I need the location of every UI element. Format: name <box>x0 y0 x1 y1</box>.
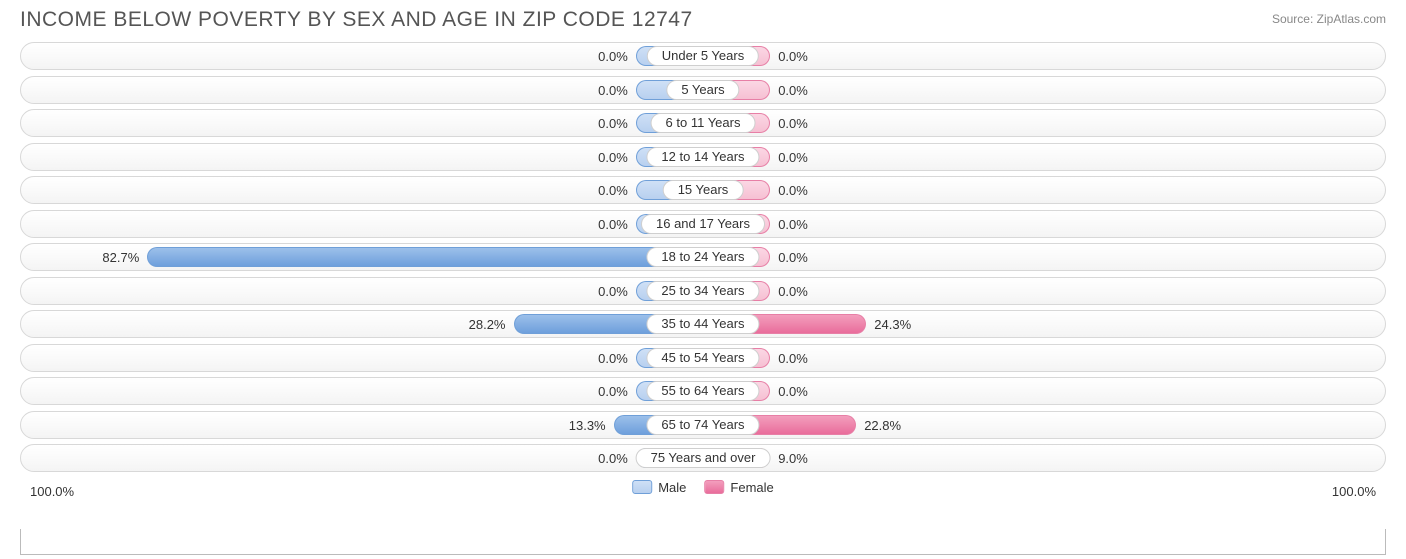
bar-male <box>147 247 703 267</box>
chart-row: 0.0% 0.0%16 and 17 Years <box>20 210 1386 238</box>
value-female: 22.8% <box>856 412 901 440</box>
age-label: 6 to 11 Years <box>651 113 756 133</box>
value-male: 13.3% <box>569 412 614 440</box>
age-label: 16 and 17 Years <box>641 214 765 234</box>
value-male: 0.0% <box>598 110 636 138</box>
value-female: 0.0% <box>770 244 808 272</box>
age-label: 55 to 64 Years <box>646 381 759 401</box>
value-female: 0.0% <box>770 278 808 306</box>
value-female: 0.0% <box>770 110 808 138</box>
value-male: 0.0% <box>598 144 636 172</box>
value-female: 0.0% <box>770 211 808 239</box>
value-female: 24.3% <box>866 311 911 339</box>
value-male: 0.0% <box>598 77 636 105</box>
value-female: 0.0% <box>770 144 808 172</box>
age-label: 5 Years <box>666 80 739 100</box>
age-label: 65 to 74 Years <box>646 415 759 435</box>
chart-row: 0.0% 0.0% 25 to 34 Years <box>20 277 1386 305</box>
value-male: 0.0% <box>598 177 636 205</box>
axis-label-right: 100.0% <box>1332 484 1376 499</box>
chart-row: 28.2% 24.3% 35 to 44 Years <box>20 310 1386 338</box>
value-male: 0.0% <box>598 278 636 306</box>
legend-swatch-female <box>704 480 724 494</box>
chart-area: 0.0%0.0%Under 5 Years0.0%0.0%5 Years0.0%… <box>0 36 1406 472</box>
chart-row: 0.0% 0.0% 45 to 54 Years <box>20 344 1386 372</box>
age-label: 18 to 24 Years <box>646 247 759 267</box>
chart-frame-bottom <box>20 529 1386 555</box>
chart-row: 0.0% 0.0% 12 to 14 Years <box>20 143 1386 171</box>
age-label: 15 Years <box>663 180 744 200</box>
value-male: 0.0% <box>598 345 636 373</box>
value-female: 0.0% <box>770 378 808 406</box>
value-male: 28.2% <box>469 311 514 339</box>
age-label: 75 Years and over <box>636 448 771 468</box>
chart-title: INCOME BELOW POVERTY BY SEX AND AGE IN Z… <box>20 8 693 32</box>
legend: Male Female <box>632 480 774 495</box>
age-label: 35 to 44 Years <box>646 314 759 334</box>
value-male: 0.0% <box>598 445 636 473</box>
chart-row: 0.0% 0.0% Under 5 Years <box>20 42 1386 70</box>
value-male: 82.7% <box>102 244 147 272</box>
legend-item-female: Female <box>704 480 773 495</box>
value-female: 9.0% <box>770 445 808 473</box>
value-female: 0.0% <box>770 43 808 71</box>
chart-row: 82.7% 0.0% 18 to 24 Years <box>20 243 1386 271</box>
chart-row: 0.0% 0.0% 55 to 64 Years <box>20 377 1386 405</box>
chart-header: INCOME BELOW POVERTY BY SEX AND AGE IN Z… <box>0 0 1406 36</box>
legend-label-male: Male <box>658 480 686 495</box>
legend-swatch-male <box>632 480 652 494</box>
axis-label-left: 100.0% <box>30 484 74 499</box>
value-male: 0.0% <box>598 43 636 71</box>
age-label: 12 to 14 Years <box>646 147 759 167</box>
chart-row: 13.3% 22.8% 65 to 74 Years <box>20 411 1386 439</box>
legend-label-female: Female <box>730 480 773 495</box>
value-male: 0.0% <box>598 211 636 239</box>
chart-source: Source: ZipAtlas.com <box>1272 12 1386 26</box>
value-female: 0.0% <box>770 177 808 205</box>
chart-row: 0.0% 9.0%75 Years and over <box>20 444 1386 472</box>
age-label: 25 to 34 Years <box>646 281 759 301</box>
value-female: 0.0% <box>770 345 808 373</box>
age-label: 45 to 54 Years <box>646 348 759 368</box>
chart-footer: 100.0% Male Female 100.0% <box>0 478 1406 518</box>
value-female: 0.0% <box>770 77 808 105</box>
value-male: 0.0% <box>598 378 636 406</box>
chart-row: 0.0% 0.0% 5 Years <box>20 76 1386 104</box>
chart-row: 0.0% 0.0% 15 Years <box>20 176 1386 204</box>
legend-item-male: Male <box>632 480 686 495</box>
chart-row: 0.0% 0.0% 6 to 11 Years <box>20 109 1386 137</box>
age-label: Under 5 Years <box>647 46 759 66</box>
